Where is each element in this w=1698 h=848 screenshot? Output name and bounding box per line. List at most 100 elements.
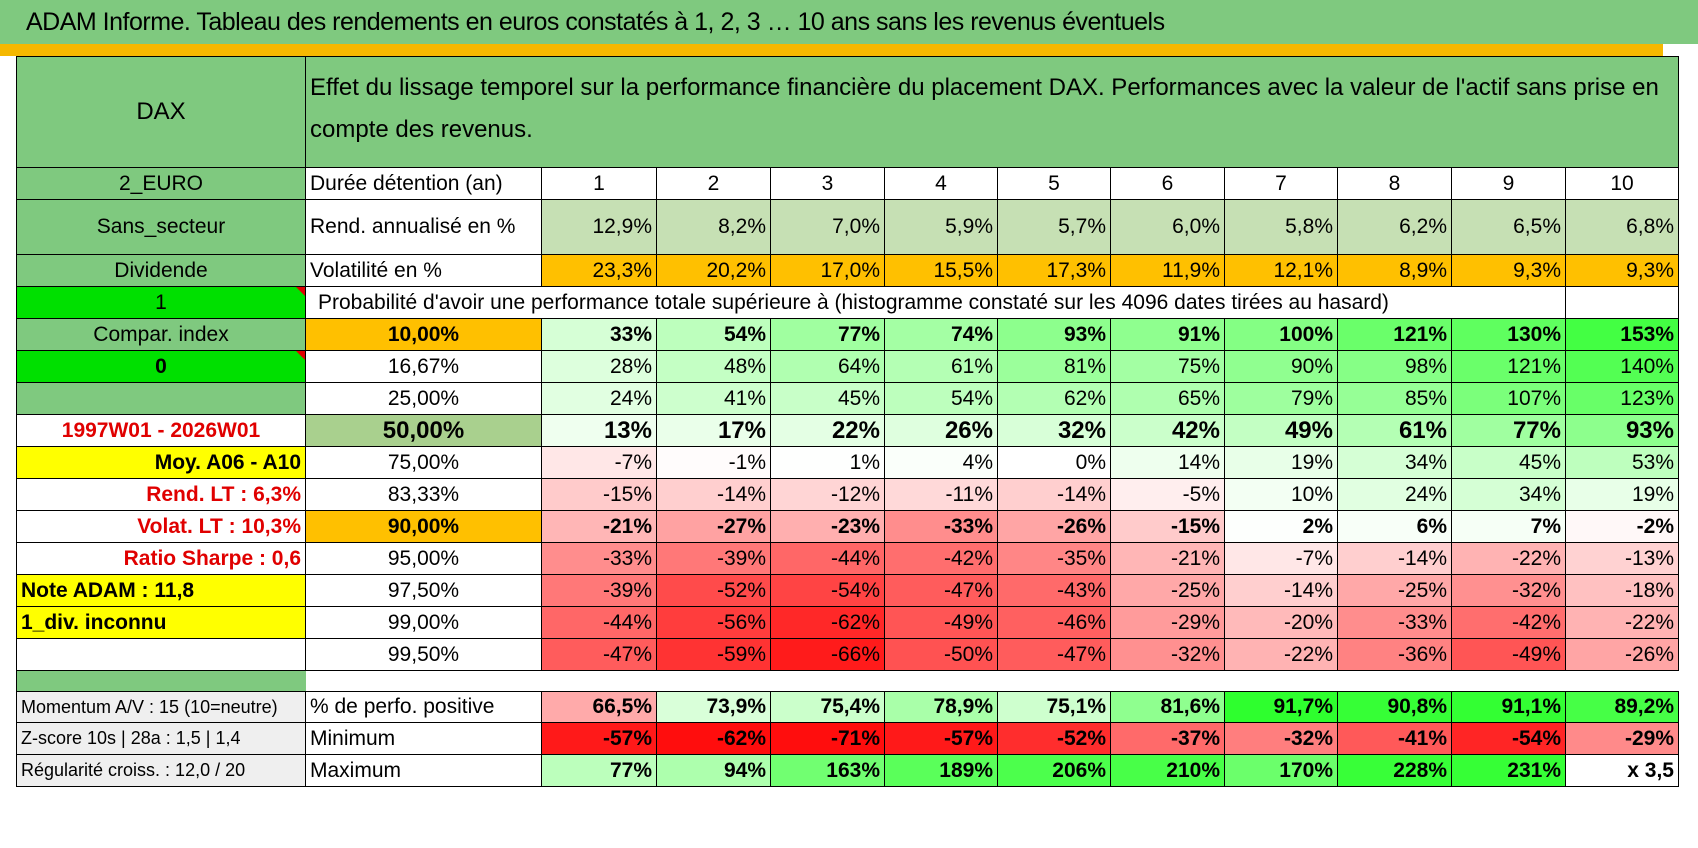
annualized-return-y2: 8,2% — [657, 200, 771, 255]
quantile-5-y1: -7% — [542, 447, 657, 479]
annualized-return-y9: 6,5% — [1452, 200, 1566, 255]
quantile-9-y10: -18% — [1566, 575, 1679, 607]
quantile-7-y1: -21% — [542, 511, 657, 543]
quantile-11-y9: -49% — [1452, 639, 1566, 671]
quantile-8-y5: -35% — [998, 543, 1111, 575]
quantile-9-y8: -25% — [1338, 575, 1452, 607]
year-header-3: 3 — [771, 168, 885, 200]
quantile-side-3 — [16, 383, 306, 415]
quantile-2-y5: 81% — [998, 351, 1111, 383]
year-header-8: 8 — [1338, 168, 1452, 200]
stats-1-y5: 75,1% — [998, 691, 1111, 723]
currency-label: 2_EURO — [16, 168, 306, 200]
quantile-6-y2: -14% — [657, 479, 771, 511]
quantile-9-y1: -39% — [542, 575, 657, 607]
stats-side-1: Momentum A/V : 15 (10=neutre) — [16, 691, 306, 723]
stats-label-1: % de perfo. positive — [306, 691, 542, 723]
quantile-2-y2: 48% — [657, 351, 771, 383]
quantile-6-y9: 34% — [1452, 479, 1566, 511]
quantile-6-y3: -12% — [771, 479, 885, 511]
quantile-3-y9: 107% — [1452, 383, 1566, 415]
stats-row-2: Z-score 10s | 28a : 1,5 | 1,4 Minimum -57%… — [16, 723, 1679, 755]
annualized-return-row: Sans_secteur Rend. annualisé en % 12,9% 8,2… — [16, 200, 1679, 255]
quantile-7-y5: -26% — [998, 511, 1111, 543]
quantile-1-y8: 121% — [1338, 319, 1452, 351]
quantile-1-y7: 100% — [1225, 319, 1338, 351]
quantile-3-y5: 62% — [998, 383, 1111, 415]
annualized-return-y1: 12,9% — [542, 200, 657, 255]
dividend-label: Dividende — [16, 255, 306, 287]
quantile-2-y3: 64% — [771, 351, 885, 383]
quantile-6-y1: -15% — [542, 479, 657, 511]
quantile-10-y1: -44% — [542, 607, 657, 639]
quantile-pct-4: 50,00% — [306, 415, 542, 447]
quantile-2-y8: 98% — [1338, 351, 1452, 383]
quantile-row-8: Ratio Sharpe : 0,6 95,00% -33% -39% -44% -42%… — [16, 543, 1679, 575]
title-bar: ADAM Informe. Tableau des rendements en … — [0, 0, 1698, 44]
quantile-side-6: Rend. LT : 6,3% — [16, 479, 306, 511]
quantile-8-y10: -13% — [1566, 543, 1679, 575]
quantile-5-y8: 34% — [1338, 447, 1452, 479]
quantile-pct-7: 90,00% — [306, 511, 542, 543]
quantile-row-10: 1_div. inconnu 99,00% -44% -56% -62% -49% -46%… — [16, 607, 1679, 639]
quantile-pct-5: 75,00% — [306, 447, 542, 479]
stats-2-y5: -52% — [998, 723, 1111, 755]
stats-3-y10: x 3,5 — [1566, 755, 1679, 787]
annualized-return-y8: 6,2% — [1338, 200, 1452, 255]
stats-1-y8: 90,8% — [1338, 691, 1452, 723]
quantile-10-y5: -46% — [998, 607, 1111, 639]
quantile-4-y2: 17% — [657, 415, 771, 447]
quantile-9-y9: -32% — [1452, 575, 1566, 607]
right-marker — [0, 44, 1663, 56]
quantile-5-y5: 0% — [998, 447, 1111, 479]
volatility-y3: 17,0% — [771, 255, 885, 287]
quantile-11-y7: -22% — [1225, 639, 1338, 671]
volatility-y10: 9,3% — [1566, 255, 1679, 287]
header-description: Effet du lissage temporel sur la perform… — [310, 74, 1659, 143]
annualized-return-y4: 5,9% — [885, 200, 998, 255]
quantile-2-y4: 61% — [885, 351, 998, 383]
quantile-pct-2: 16,67% — [306, 351, 542, 383]
quantile-3-y2: 41% — [657, 383, 771, 415]
quantile-side-1: Compar. index — [16, 319, 306, 351]
quantile-5-y9: 45% — [1452, 447, 1566, 479]
quantile-6-y4: -11% — [885, 479, 998, 511]
separator-row — [16, 671, 1679, 691]
stats-1-y10: 89,2% — [1566, 691, 1679, 723]
quantile-2-y1: 28% — [542, 351, 657, 383]
quantile-3-y3: 45% — [771, 383, 885, 415]
quantile-3-y8: 85% — [1338, 383, 1452, 415]
stats-3-y3: 163% — [771, 755, 885, 787]
quantile-1-y6: 91% — [1111, 319, 1225, 351]
quantile-1-y3: 77% — [771, 319, 885, 351]
year-header-4: 4 — [885, 168, 998, 200]
quantile-6-y8: 24% — [1338, 479, 1452, 511]
quantile-1-y9: 130% — [1452, 319, 1566, 351]
quantile-side-8: Ratio Sharpe : 0,6 — [16, 543, 306, 575]
stats-2-y1: -57% — [542, 723, 657, 755]
quantile-5-y3: 1% — [771, 447, 885, 479]
quantile-pct-1: 10,00% — [306, 319, 542, 351]
quantile-side-2: 0 — [16, 351, 306, 383]
quantile-4-y3: 22% — [771, 415, 885, 447]
quantile-side-5: Moy. A06 - A10 — [16, 447, 306, 479]
stats-1-y4: 78,9% — [885, 691, 998, 723]
performance-table: DAX Effet du lissage temporel sur la per… — [16, 56, 1679, 848]
quantile-3-y4: 54% — [885, 383, 998, 415]
quantile-7-y3: -23% — [771, 511, 885, 543]
quantile-8-y6: -21% — [1111, 543, 1225, 575]
quantile-3-y7: 79% — [1225, 383, 1338, 415]
quantile-4-y5: 32% — [998, 415, 1111, 447]
quantile-10-y6: -29% — [1111, 607, 1225, 639]
stats-3-y1: 77% — [542, 755, 657, 787]
annualized-return-y7: 5,8% — [1225, 200, 1338, 255]
stats-1-y9: 91,1% — [1452, 691, 1566, 723]
quantile-6-y10: 19% — [1566, 479, 1679, 511]
stats-1-y7: 91,7% — [1225, 691, 1338, 723]
quantile-7-y4: -33% — [885, 511, 998, 543]
stats-2-y4: -57% — [885, 723, 998, 755]
volatility-y9: 9,3% — [1452, 255, 1566, 287]
quantile-2-y9: 121% — [1452, 351, 1566, 383]
header-row: DAX Effet du lissage temporel sur la per… — [16, 56, 1679, 168]
separator-block — [16, 671, 306, 691]
